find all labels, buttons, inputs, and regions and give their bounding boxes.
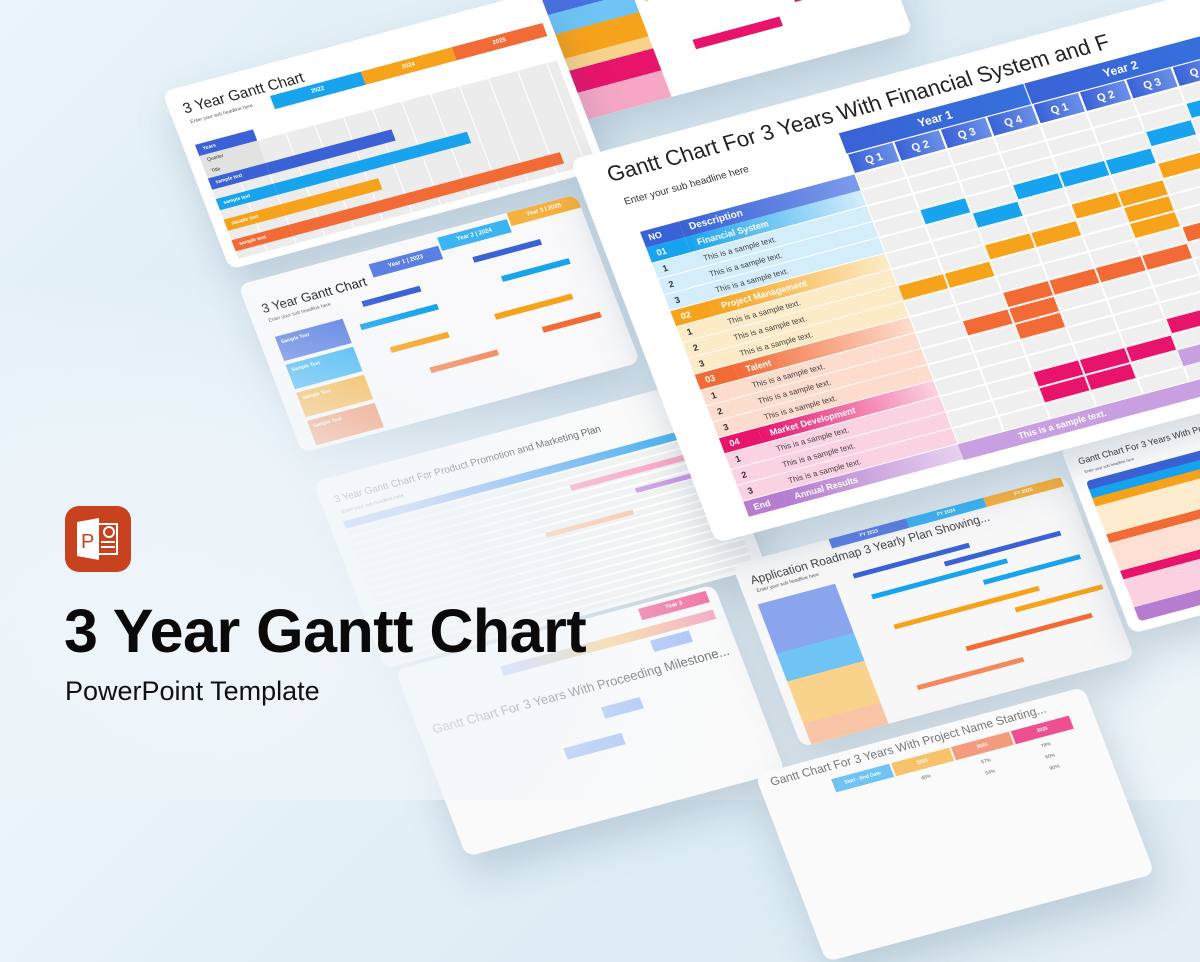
gantt-bar xyxy=(359,303,440,331)
year-header: 2025 xyxy=(451,22,548,61)
year-header: Year 1 | 2023 xyxy=(368,245,444,278)
percent-value: 45% xyxy=(920,773,933,782)
gantt-bar xyxy=(494,293,574,320)
roadmap-arrow xyxy=(965,612,1093,652)
powerpoint-icon: P xyxy=(77,518,118,560)
gantt-bar xyxy=(541,311,602,333)
percent-value: 67% xyxy=(980,757,993,766)
roadmap-arrow xyxy=(916,656,1025,691)
category-column xyxy=(757,583,889,745)
hero-title: 3 Year Gantt Chart xyxy=(64,597,587,665)
year-header: Year 3 | 2025 xyxy=(506,194,582,227)
percent-value: 78% xyxy=(1040,741,1053,750)
svg-text:P: P xyxy=(81,531,94,553)
milestone-block xyxy=(601,697,644,719)
year-header: 2024 xyxy=(360,47,457,85)
year-header: FY 2025 xyxy=(983,476,1065,507)
gantt-bar xyxy=(472,239,543,263)
gantt-bar xyxy=(429,349,500,374)
gantt-bar xyxy=(389,331,450,353)
year-header: Year 2 | 2024 xyxy=(437,219,512,251)
percent-value: 60% xyxy=(1044,752,1057,761)
gantt-bar xyxy=(692,16,783,50)
percent-value: 54% xyxy=(984,768,997,777)
hero-subtitle: PowerPoint Template xyxy=(65,676,320,706)
gantt-bar xyxy=(642,0,714,1)
roadmap-arrow xyxy=(982,554,1082,585)
gantt-bar xyxy=(791,0,883,3)
milestone-block xyxy=(563,732,626,760)
percent-value: 90% xyxy=(1048,763,1061,772)
powerpoint-logo: P xyxy=(65,506,131,572)
gantt-bar xyxy=(361,285,422,307)
gantt-bar xyxy=(500,258,571,282)
